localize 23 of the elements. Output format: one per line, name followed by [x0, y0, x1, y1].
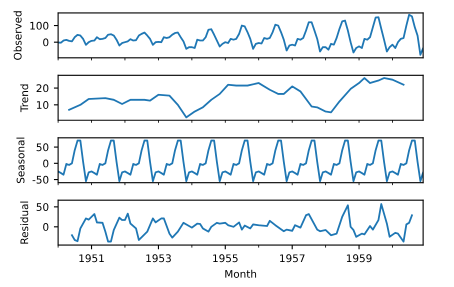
y-tick-label: 100 — [30, 22, 48, 30]
x-tick-label: 1953 — [146, 254, 171, 262]
y-tick-label: 20 — [36, 84, 48, 92]
line-series — [58, 14, 424, 56]
x-axis-title: Month — [225, 270, 256, 278]
x-tick-label: 1951 — [79, 254, 104, 262]
y-tick-label: 10 — [36, 101, 48, 109]
x-tick-label: 1959 — [346, 254, 372, 262]
y-tick-label: 50 — [36, 203, 48, 211]
y-tick-label: 0 — [43, 160, 48, 168]
y-axis-title: Trend — [20, 84, 28, 112]
x-tick-label: 1955 — [213, 254, 238, 262]
y-tick-label: 0 — [43, 38, 48, 46]
y-tick-label: 50 — [36, 143, 48, 152]
line-series — [58, 140, 424, 182]
y-axis-title: Seasonal — [16, 138, 24, 184]
line-series — [68, 77, 404, 118]
y-tick-label: -50 — [32, 176, 48, 184]
y-axis-title: Observed — [14, 11, 22, 60]
line-series — [71, 203, 413, 242]
y-axis-title: Residual — [20, 202, 28, 244]
x-tick-label: 1957 — [280, 254, 305, 262]
y-tick-label: 0 — [43, 223, 48, 231]
